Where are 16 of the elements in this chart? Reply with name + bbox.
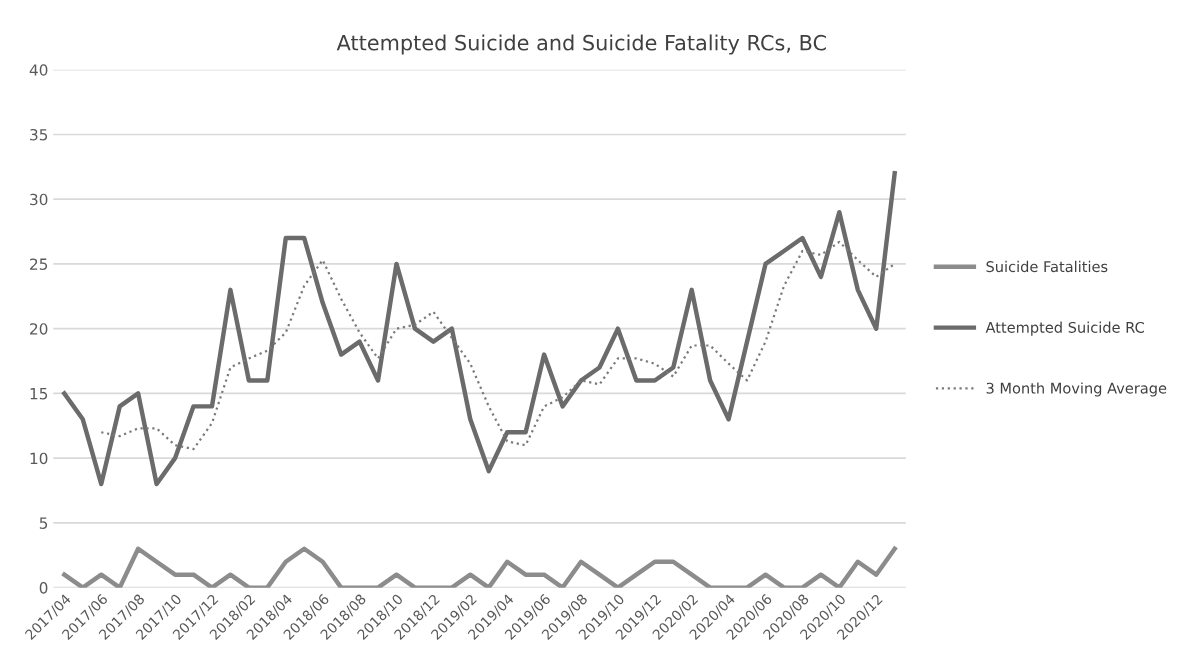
- y-tick-label: 20: [30, 323, 48, 335]
- line-series: [100, 240, 896, 451]
- y-tick-label: 25: [30, 258, 48, 270]
- line-series: [62, 171, 897, 487]
- legend-label: Attempted Suicide RC: [985, 321, 1144, 336]
- y-tick-label: 15: [30, 388, 48, 400]
- y-tick-label: 0: [39, 582, 48, 594]
- y-tick-label: 10: [30, 452, 48, 465]
- y-tick-label: 35: [30, 128, 48, 141]
- y-tick-label: 30: [30, 193, 48, 206]
- chart-title: Attempted Suicide and Suicide Fatality RCs, BC: [336, 34, 826, 55]
- legend-label: Suicide Fatalities: [986, 260, 1108, 273]
- y-tick-label: 40: [29, 64, 48, 76]
- line-series: [62, 546, 897, 588]
- legend-label: 3 Month Moving Average: [986, 382, 1167, 397]
- y-tick-label: 5: [39, 517, 48, 529]
